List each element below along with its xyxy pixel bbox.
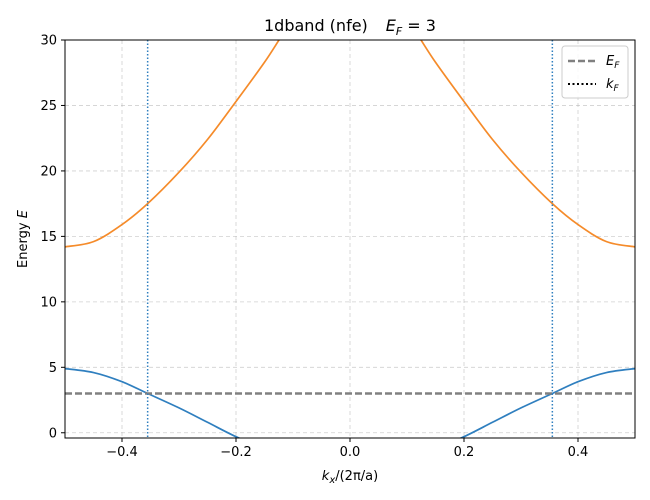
series-band-upper [65, 40, 635, 248]
y-tick-label: 30 [40, 34, 57, 49]
y-tick-label: 25 [40, 99, 57, 114]
x-tick-label: −0.4 [106, 445, 138, 460]
y-axis-label: Energy E [16, 209, 31, 268]
series-layer [65, 40, 635, 438]
legend-label-fermi-wavevector: kF [606, 77, 620, 94]
chart-title-main: 1dband (nfe) [264, 16, 368, 35]
y-tick-label: 0 [49, 426, 57, 441]
reference-lines [65, 40, 635, 438]
chart-title-math-sub: F [396, 25, 403, 38]
x-axis-label-k: k [322, 469, 330, 484]
legend-label-fermi-energy: EF [606, 54, 620, 71]
y-axis-label-text: Energy [16, 218, 31, 268]
chart-title-math: E [386, 16, 397, 35]
x-tick-label: −0.2 [220, 445, 252, 460]
ticks: −0.4 −0.2 0.0 0.2 0.4 0 5 10 15 20 25 30 [40, 34, 588, 461]
x-axis-label-sub: x [328, 475, 335, 486]
x-tick-label: 0.0 [340, 445, 361, 460]
y-tick-label: 10 [40, 295, 57, 310]
y-tick-label: 5 [49, 361, 57, 376]
legend: EF kF [561, 45, 629, 99]
y-axis-label-math: E [16, 209, 31, 218]
series-band-lower [65, 367, 635, 438]
y-tick-label: 15 [40, 230, 57, 245]
x-axis-label: kx/(2π/a) [322, 469, 378, 486]
chart-title-math-rest: = 3 [402, 16, 436, 35]
x-axis-label-rest: /(2π/a) [335, 469, 378, 484]
x-tick-label: 0.2 [454, 445, 475, 460]
x-tick-label: 0.4 [568, 445, 589, 460]
y-tick-label: 20 [40, 164, 57, 179]
chart-title: 1dband (nfe) EF = 3 [264, 16, 436, 38]
